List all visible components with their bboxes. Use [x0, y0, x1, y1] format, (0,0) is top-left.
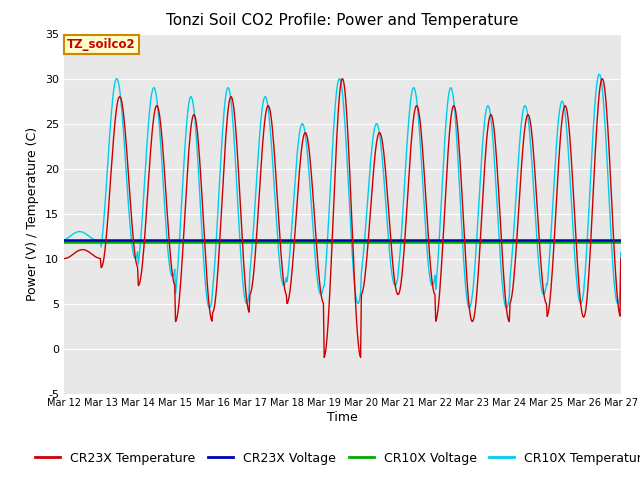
Legend: CR23X Temperature, CR23X Voltage, CR10X Voltage, CR10X Temperature: CR23X Temperature, CR23X Voltage, CR10X … — [30, 447, 640, 469]
Text: TZ_soilco2: TZ_soilco2 — [67, 38, 136, 51]
Y-axis label: Power (V) / Temperature (C): Power (V) / Temperature (C) — [26, 127, 40, 300]
X-axis label: Time: Time — [327, 411, 358, 424]
Title: Tonzi Soil CO2 Profile: Power and Temperature: Tonzi Soil CO2 Profile: Power and Temper… — [166, 13, 518, 28]
